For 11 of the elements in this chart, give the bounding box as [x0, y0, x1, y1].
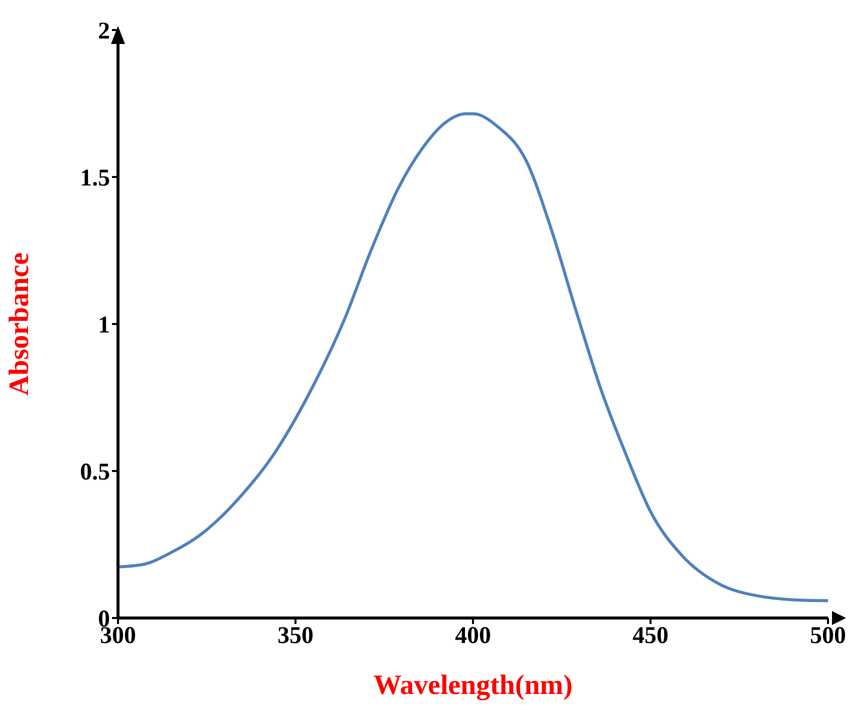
y-axis-title: Absorbance	[4, 252, 35, 396]
y-tick-label: 0.5	[80, 460, 110, 486]
x-tick-label: 450	[632, 623, 668, 650]
x-axis-title: Wavelength(nm)	[373, 670, 573, 701]
x-tick-label: 500	[810, 623, 846, 650]
x-tick-label: 400	[455, 623, 491, 650]
y-tick-label: 1	[98, 312, 110, 339]
line-series	[118, 112, 828, 602]
x-tick-label: 350	[278, 623, 314, 650]
y-tick-label: 1.5	[80, 166, 110, 192]
y-tick-label: 2	[98, 18, 110, 45]
